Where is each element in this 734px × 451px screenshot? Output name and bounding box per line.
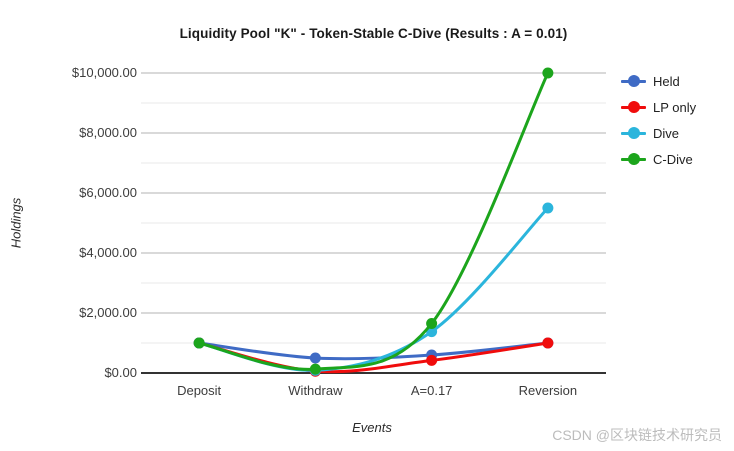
- legend-item-lp-only[interactable]: LP only: [621, 94, 696, 120]
- x-tick-label-a-0-17: A=0.17: [410, 383, 453, 398]
- legend-item-c-dive[interactable]: C-Dive: [621, 146, 696, 172]
- x-tick-label-reversion: Reversion: [518, 383, 578, 398]
- data-point-lp-only[interactable]: [542, 337, 554, 349]
- y-tick-label: $10,000.00: [71, 65, 137, 80]
- data-point-c-dive[interactable]: [542, 67, 554, 79]
- legend: Held LP only Dive C-Dive: [621, 68, 696, 172]
- data-point-lp-only[interactable]: [426, 354, 438, 366]
- legend-item-dive[interactable]: Dive: [621, 120, 696, 146]
- legend-item-held[interactable]: Held: [621, 68, 696, 94]
- series-line-c-dive: [198, 72, 550, 371]
- y-tick-label: $0.00: [104, 365, 137, 380]
- data-point-c-dive[interactable]: [309, 363, 321, 375]
- y-tick-label: $8,000.00: [79, 125, 137, 140]
- legend-label: LP only: [653, 99, 697, 115]
- legend-marker-icon: [621, 101, 646, 113]
- data-point-held[interactable]: [309, 352, 321, 364]
- chart-title: Liquidity Pool "K" - Token-Stable C-Dive…: [179, 26, 568, 41]
- y-tick-label: $4,000.00: [79, 245, 137, 260]
- x-axis-title: Events: [352, 420, 392, 435]
- series-line-held: [198, 341, 549, 361]
- x-tick-label-deposit: Deposit: [177, 383, 222, 398]
- legend-marker-icon: [621, 153, 646, 165]
- legend-label: Held: [653, 73, 680, 89]
- data-point-dive[interactable]: [542, 202, 554, 214]
- legend-label: C-Dive: [653, 151, 693, 167]
- data-point-c-dive[interactable]: [193, 337, 205, 349]
- legend-label: Dive: [653, 125, 680, 141]
- data-point-c-dive[interactable]: [426, 318, 438, 329]
- y-tick-label: $2,000.00: [79, 305, 137, 320]
- y-tick-label: $6,000.00: [79, 185, 137, 200]
- x-tick-label-withdraw: Withdraw: [288, 383, 343, 398]
- legend-marker-icon: [621, 127, 646, 139]
- watermark: CSDN @区块链技术研究员: [552, 427, 722, 443]
- legend-marker-icon: [621, 75, 646, 87]
- series-line-dive: [198, 206, 549, 372]
